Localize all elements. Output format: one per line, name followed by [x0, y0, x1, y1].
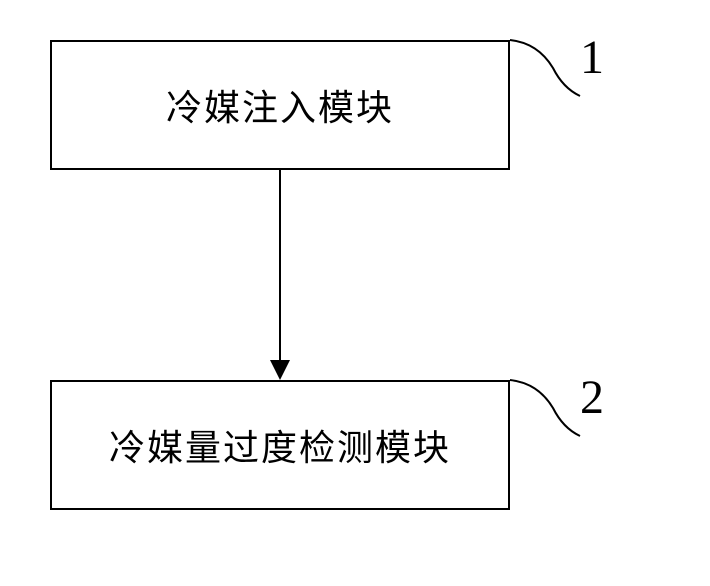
flowchart-diagram: 冷媒注入模块 1 冷媒量过度检测模块 2	[0, 0, 710, 586]
arrow-head	[270, 360, 290, 380]
callout-label-1: 1	[580, 30, 604, 85]
callout-curve-1	[508, 38, 583, 108]
node-1-label: 冷媒注入模块	[166, 79, 394, 131]
callout-curve-2	[508, 378, 583, 448]
node-1-box: 冷媒注入模块	[50, 40, 510, 170]
connector-line	[279, 170, 281, 365]
node-2-box: 冷媒量过度检测模块	[50, 380, 510, 510]
node-2-label: 冷媒量过度检测模块	[109, 419, 451, 471]
callout-label-2: 2	[580, 370, 604, 425]
